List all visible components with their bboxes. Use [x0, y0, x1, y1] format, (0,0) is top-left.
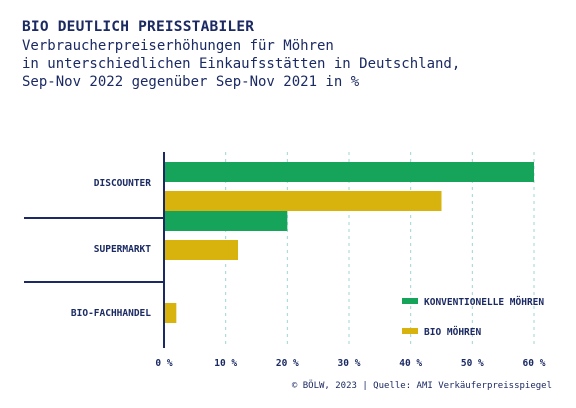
bar-1-1 [164, 240, 238, 260]
bar-2-1 [164, 303, 177, 323]
category-label: SUPERMARKT [94, 244, 151, 255]
tick-label: 10 % [214, 358, 237, 369]
tick-label: 20 % [276, 358, 299, 369]
source-footer: © BÖLW, 2023 | Quelle: AMI Verkäuferprei… [291, 381, 552, 391]
legend-swatch [402, 328, 418, 334]
tick-label: 0 % [155, 358, 172, 369]
bar-0-1 [164, 191, 442, 211]
legend-label: KONVENTIONELLE MÖHREN [424, 297, 544, 308]
bar-0-0 [164, 162, 534, 182]
legend-swatch [402, 298, 418, 304]
chart-title: BIO DEUTLICH PREISSTABILER [22, 19, 255, 35]
bar-1-0 [164, 211, 288, 231]
legend-label: BIO MÖHREN [424, 327, 481, 338]
tick-label: 30 % [338, 358, 361, 369]
tick-label: 50 % [461, 358, 484, 369]
subtitle-line-1: Verbraucherpreiserhöhungen für Möhren [22, 38, 334, 54]
subtitle-line-3: Sep-Nov 2022 gegenüber Sep-Nov 2021 in % [22, 74, 360, 90]
tick-label: 40 % [399, 358, 422, 369]
subtitle-line-2: in unterschiedlichen Einkaufsstätten in … [22, 56, 461, 72]
title-block: BIO DEUTLICH PREISSTABILER Verbraucherpr… [22, 18, 460, 91]
category-label: BIO-FACHHANDEL [71, 308, 151, 319]
category-label: DISCOUNTER [94, 178, 151, 189]
tick-label: 60 % [523, 358, 546, 369]
